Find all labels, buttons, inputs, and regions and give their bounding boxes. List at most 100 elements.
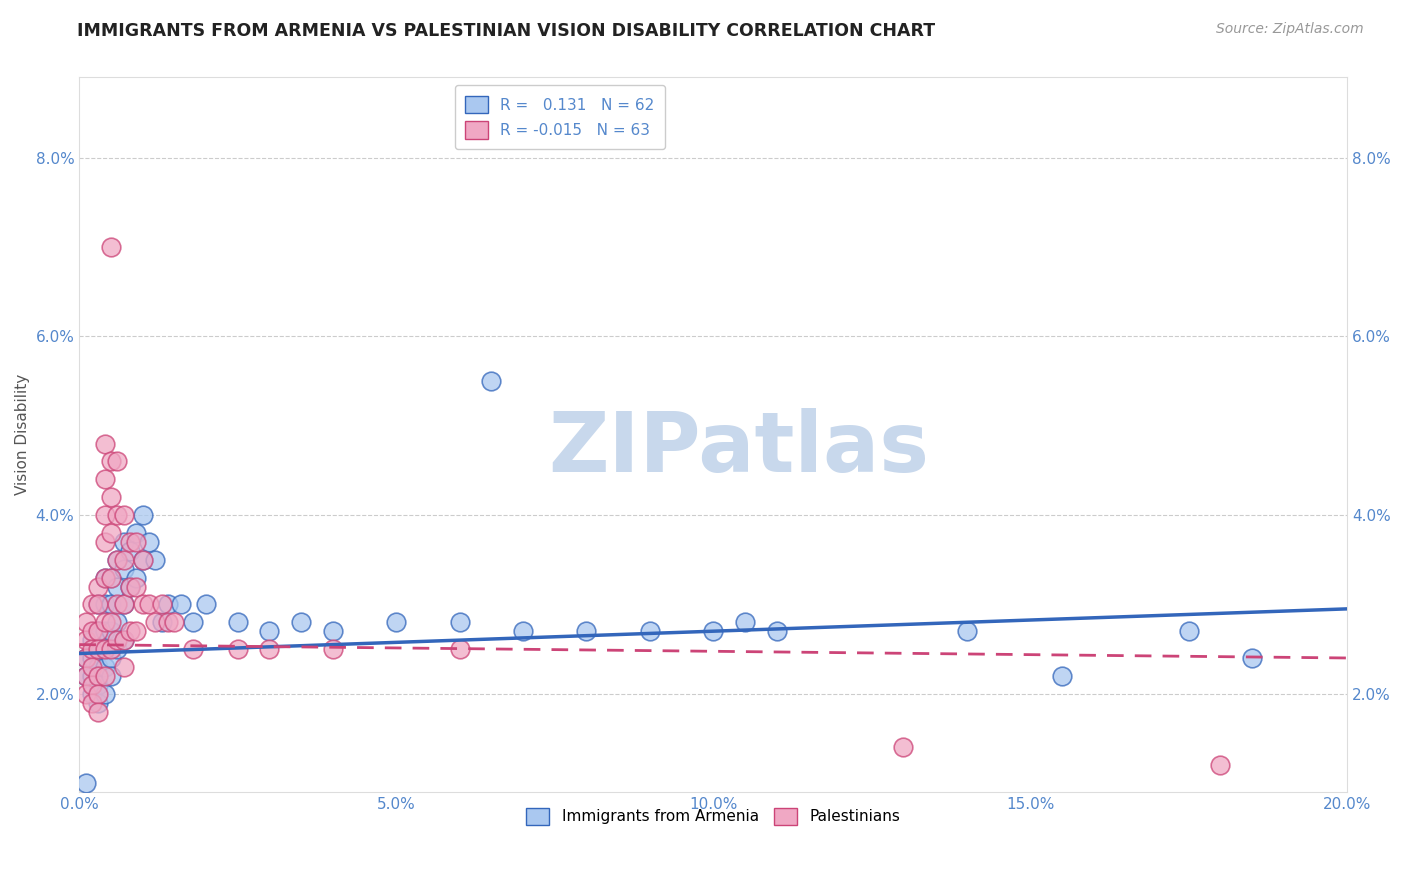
Point xyxy=(138,598,160,612)
Point xyxy=(226,615,249,630)
Point xyxy=(183,642,205,657)
Point xyxy=(105,642,128,657)
Point xyxy=(157,598,180,612)
Point xyxy=(93,615,115,630)
Point xyxy=(290,615,312,630)
Point xyxy=(87,696,110,710)
Point xyxy=(138,534,160,549)
Text: Source: ZipAtlas.com: Source: ZipAtlas.com xyxy=(1216,22,1364,37)
Point xyxy=(105,553,128,567)
Point xyxy=(112,660,135,674)
Point xyxy=(575,624,598,639)
Point xyxy=(893,740,915,755)
Point xyxy=(1177,624,1199,639)
Point xyxy=(87,678,110,692)
Point xyxy=(87,705,110,719)
Point xyxy=(195,598,218,612)
Point xyxy=(765,624,787,639)
Point xyxy=(125,580,148,594)
Point xyxy=(112,633,135,648)
Point xyxy=(259,642,281,657)
Point xyxy=(131,598,153,612)
Point xyxy=(80,687,103,701)
Point xyxy=(100,525,122,540)
Point xyxy=(87,642,110,657)
Point xyxy=(131,553,153,567)
Point xyxy=(87,580,110,594)
Point xyxy=(105,598,128,612)
Point xyxy=(80,633,103,648)
Point xyxy=(93,571,115,585)
Point xyxy=(93,472,115,486)
Point xyxy=(118,624,141,639)
Point xyxy=(449,642,471,657)
Point xyxy=(80,598,103,612)
Point xyxy=(87,669,110,683)
Point xyxy=(449,615,471,630)
Point xyxy=(322,642,344,657)
Point xyxy=(112,553,135,567)
Point xyxy=(1209,758,1232,772)
Point xyxy=(93,534,115,549)
Point xyxy=(93,436,115,450)
Point xyxy=(100,624,122,639)
Point xyxy=(702,624,724,639)
Point xyxy=(112,598,135,612)
Point xyxy=(80,651,103,665)
Point xyxy=(112,508,135,522)
Point xyxy=(75,687,97,701)
Point xyxy=(170,598,193,612)
Point xyxy=(150,615,173,630)
Point xyxy=(125,534,148,549)
Point xyxy=(100,642,122,657)
Point xyxy=(93,642,115,657)
Point xyxy=(112,633,135,648)
Point xyxy=(100,571,122,585)
Point xyxy=(105,615,128,630)
Point xyxy=(131,553,153,567)
Point xyxy=(105,580,128,594)
Point xyxy=(226,642,249,657)
Point xyxy=(105,633,128,648)
Point xyxy=(118,580,141,594)
Y-axis label: Vision Disability: Vision Disability xyxy=(15,374,30,495)
Point xyxy=(125,571,148,585)
Point xyxy=(112,562,135,576)
Point xyxy=(93,669,115,683)
Point xyxy=(87,687,110,701)
Point xyxy=(87,598,110,612)
Point xyxy=(157,615,180,630)
Point xyxy=(385,615,408,630)
Point xyxy=(125,525,148,540)
Point xyxy=(87,660,110,674)
Point xyxy=(93,624,115,639)
Point xyxy=(100,454,122,468)
Point xyxy=(512,624,534,639)
Point xyxy=(105,454,128,468)
Point xyxy=(638,624,661,639)
Point xyxy=(1050,669,1073,683)
Point xyxy=(80,678,103,692)
Point xyxy=(150,598,173,612)
Point xyxy=(100,240,122,254)
Point xyxy=(105,508,128,522)
Point xyxy=(163,615,186,630)
Point xyxy=(75,615,97,630)
Point xyxy=(100,571,122,585)
Point xyxy=(87,624,110,639)
Point xyxy=(145,615,167,630)
Point xyxy=(93,642,115,657)
Point xyxy=(87,624,110,639)
Point xyxy=(100,615,122,630)
Point xyxy=(112,598,135,612)
Point xyxy=(118,543,141,558)
Point xyxy=(479,374,502,388)
Point xyxy=(87,598,110,612)
Point xyxy=(80,696,103,710)
Point xyxy=(93,598,115,612)
Point xyxy=(80,669,103,683)
Point xyxy=(112,534,135,549)
Point xyxy=(956,624,979,639)
Text: ZIPatlas: ZIPatlas xyxy=(548,409,929,490)
Point xyxy=(105,553,128,567)
